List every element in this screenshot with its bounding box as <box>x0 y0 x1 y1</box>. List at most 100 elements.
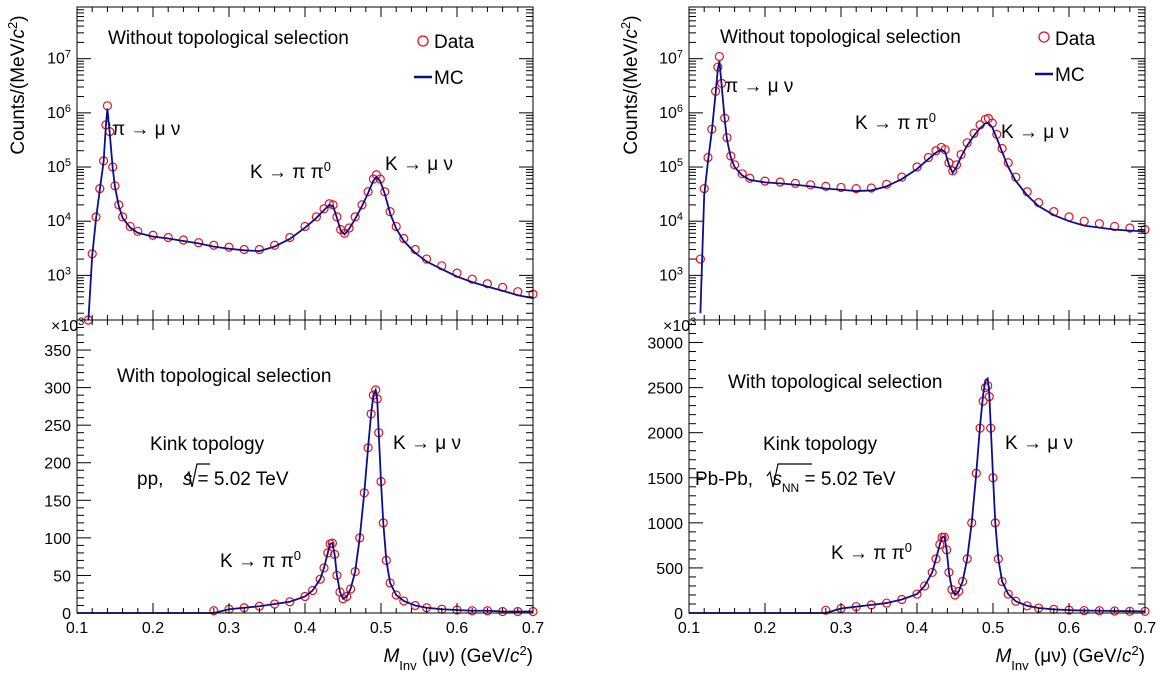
data-point <box>300 221 310 232</box>
label-pi-mu-nu-right: π → μ ν <box>725 76 793 97</box>
y-tick-label: 107 <box>47 49 71 68</box>
data-point <box>1011 596 1021 606</box>
data-point <box>346 584 356 594</box>
kink-label-left: Kink topology <box>150 434 265 455</box>
mc-series-line <box>77 386 533 614</box>
system-label-right: Pb-Pb, sNN = 5.02 TeV <box>695 463 896 495</box>
plot-frame <box>688 319 1146 614</box>
y-tick-label: 0 <box>674 606 683 623</box>
bottom-left-title: With topological selection <box>117 366 331 387</box>
legend-data-marker <box>417 35 429 47</box>
data-point <box>133 226 143 236</box>
y-tick-label: 105 <box>659 157 683 176</box>
legend-left: Data MC <box>414 32 475 89</box>
data-point <box>399 596 409 606</box>
x-tick-label: 0.6 <box>446 620 468 637</box>
data-point <box>836 182 846 193</box>
legend-data-marker <box>1038 31 1050 43</box>
data-point <box>399 233 409 244</box>
y-tick-label: 103 <box>47 265 71 284</box>
y-tick-label: 1500 <box>647 471 683 488</box>
sqrt-sign-left <box>185 463 210 488</box>
data-point <box>851 183 861 194</box>
kink-label-right: Kink topology <box>763 434 878 455</box>
x-tick-label: 0.5 <box>370 620 392 637</box>
label-k-pi-pi0-left-bottom: K → π π0 <box>220 548 301 573</box>
x-tick-label: 0.7 <box>522 620 544 637</box>
panel-right-top: 103 104 105 106 107 Without topological sele… <box>659 6 1150 321</box>
y-multiplier-right: ×103 <box>663 316 696 335</box>
data-point <box>923 152 934 163</box>
panel-left-bottom: 0 50 100 150 200 250 300 350 0.1 0.2 0.3 0.4 0.5 0.6 0… <box>44 316 544 637</box>
data-point <box>912 589 922 599</box>
system-label-left: pp, s = 5.02 TeV <box>137 463 289 490</box>
data-point <box>954 586 964 596</box>
y-tick-label: 105 <box>47 157 71 176</box>
y-tick-label: 103 <box>659 265 683 284</box>
plot-frame <box>76 319 534 614</box>
panel-left-top: 103 104 105 106 107 Without topological sele… <box>47 6 538 325</box>
data-point <box>482 279 492 289</box>
data-point <box>324 199 334 209</box>
data-point <box>311 212 321 222</box>
data-point <box>912 162 922 172</box>
y-tick-label: 250 <box>44 418 71 435</box>
data-point <box>209 606 219 616</box>
legend-data-label: Data <box>434 32 475 53</box>
data-point <box>363 187 373 197</box>
y-tick-label: 300 <box>44 381 71 398</box>
data-point <box>1125 223 1135 233</box>
y-tick-label: 500 <box>656 561 683 578</box>
top-right-title: Without topological selection <box>720 27 961 48</box>
y-tick-label: 2500 <box>647 381 683 398</box>
data-point <box>300 591 310 602</box>
data-point <box>285 232 295 243</box>
legend-mc-label: MC <box>1055 65 1085 86</box>
y-tick-label: 1000 <box>647 516 683 533</box>
x-tick-label: 0.5 <box>982 620 1004 637</box>
y-tick-label: 350 <box>44 343 71 360</box>
data-point <box>1003 589 1013 599</box>
mc-series-line <box>699 60 1146 314</box>
svg-text:pp, s = 5.02 TeV: pp, s = 5.02 TeV <box>137 469 289 490</box>
data-point <box>319 563 329 573</box>
data-point <box>125 221 135 232</box>
data-point <box>357 200 367 210</box>
x-tick-label: 0.4 <box>294 620 316 637</box>
data-point <box>344 223 354 233</box>
data-point <box>391 221 401 232</box>
top-left-title: Without topological selection <box>108 28 349 49</box>
data-point <box>695 254 706 264</box>
data-point <box>931 554 941 564</box>
y-tick-label: 104 <box>47 211 71 230</box>
bottom-right-title: With topological selection <box>728 372 942 393</box>
data-point <box>117 212 128 222</box>
legend-right: Data MC <box>1035 29 1096 86</box>
label-k-mu-nu-right-top: K → μ ν <box>1001 122 1069 143</box>
x-tick-label: 0.6 <box>1058 620 1080 637</box>
label-k-mu-nu-left-top: K → μ ν <box>385 154 453 175</box>
x-tick-label: 0.7 <box>1134 620 1156 637</box>
svg-text:Pb-Pb, sNN = 5.02 TeV: Pb-Pb, sNN = 5.02 TeV <box>695 469 896 495</box>
y-tick-label: 106 <box>47 103 71 122</box>
panel-right-bottom: 0 500 1000 1500 2000 2500 3000 0.1 0.2 0.3 0.4 0.5 0… <box>647 316 1156 637</box>
legend-data-label: Data <box>1055 29 1096 50</box>
data-point <box>821 181 831 191</box>
y-tick-label: 100 <box>44 531 71 548</box>
mc-series-line <box>689 376 1146 614</box>
y-multiplier-left: ×103 <box>51 316 84 335</box>
x-tick-label: 0.2 <box>142 620 164 637</box>
label-k-mu-nu-left-bottom: K → μ ν <box>393 433 461 454</box>
x-tick-label: 0.1 <box>678 620 700 637</box>
sqrt-sign-right <box>766 463 812 488</box>
x-axis-title-left: MInv (μν) (GeV/c2) <box>383 643 533 673</box>
label-k-mu-nu-right-bottom: K → μ ν <box>1005 433 1073 454</box>
mc-series-line <box>87 108 534 321</box>
data-point <box>969 128 979 138</box>
data-point <box>467 274 477 284</box>
label-k-pi-pi0-right-bottom: K → π π0 <box>831 540 912 565</box>
data-point <box>866 183 877 193</box>
y-tick-label: 50 <box>53 568 71 585</box>
data-point <box>308 585 318 596</box>
